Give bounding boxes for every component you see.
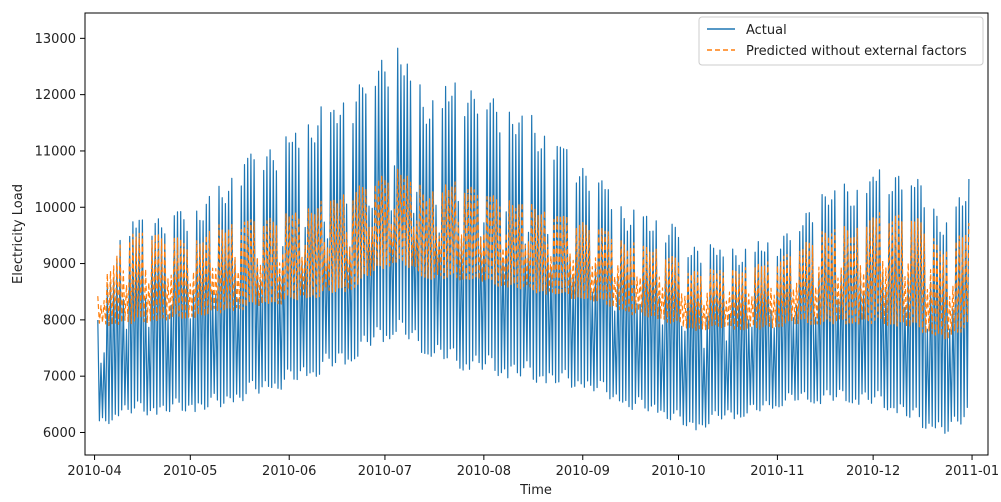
y-tick-label: 13000 <box>35 32 76 47</box>
y-tick-label: 8000 <box>43 313 76 328</box>
x-tick-label: 2010-08 <box>457 464 511 479</box>
x-tick-label: 2010-06 <box>262 464 316 479</box>
y-tick-label: 11000 <box>35 144 76 159</box>
x-axis-ticks: 2010-04 2010-05 2010-06 2010-07 2010-08 2010-… <box>67 455 999 479</box>
plot-frame <box>84 12 989 456</box>
y-tick-label: 6000 <box>43 426 76 441</box>
x-tick-label: 2010-12 <box>846 464 900 479</box>
x-tick-label: 2010-11 <box>750 464 804 479</box>
x-tick-label: 2010-04 <box>67 464 121 479</box>
legend-box <box>698 16 984 66</box>
y-axis-label: Electricity Load <box>11 184 26 284</box>
y-tick-label: 7000 <box>43 370 76 385</box>
x-tick-label: 2010-10 <box>651 464 705 479</box>
series-actual-path <box>97 47 970 434</box>
plot-area <box>97 47 970 434</box>
legend-label-actual: Actual <box>746 23 787 38</box>
series-predicted-line <box>97 168 970 340</box>
series-predicted-path <box>97 168 970 340</box>
y-tick-label: 12000 <box>35 88 76 103</box>
y-axis-ticks: 6000 7000 8000 9000 10000 11000 12000 13000 <box>35 32 85 441</box>
series-actual-line <box>97 47 970 434</box>
x-tick-label: 2011-01 <box>945 464 999 479</box>
x-tick-label: 2010-07 <box>358 464 412 479</box>
y-tick-label: 9000 <box>43 257 76 272</box>
legend: Actual Predicted without external factor… <box>698 16 984 66</box>
x-tick-label: 2010-09 <box>556 464 610 479</box>
legend-label-predicted: Predicted without external factors <box>746 44 967 59</box>
x-axis-label: Time <box>519 483 552 498</box>
x-tick-label: 2010-05 <box>163 464 217 479</box>
y-tick-label: 10000 <box>35 201 76 216</box>
